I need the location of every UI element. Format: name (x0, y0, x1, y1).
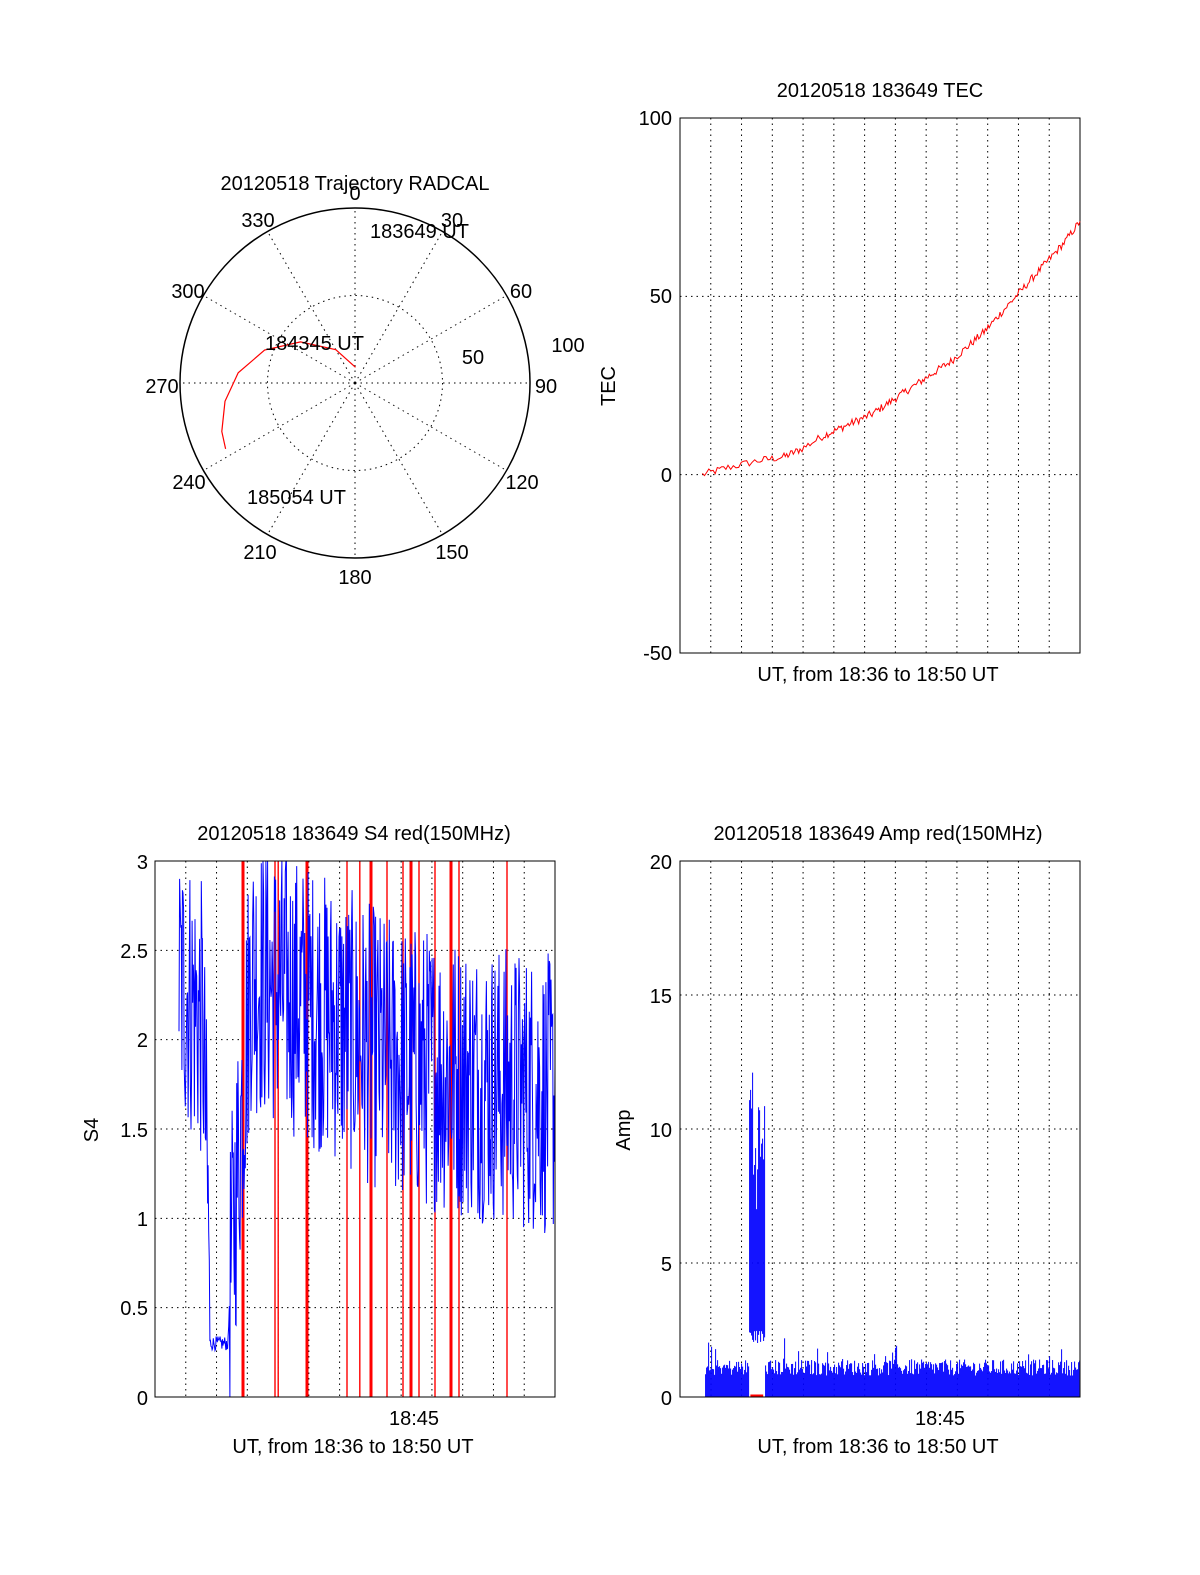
s4-ytick-3: 3 (137, 852, 148, 874)
az-tick-270: 270 (145, 376, 178, 398)
tec-xlabel: UT, from 18:36 to 18:50 UT (757, 664, 998, 686)
tec-axes-frame (679, 117, 1081, 654)
amp-grid (680, 861, 1080, 1397)
amp-ytick-20: 20 (650, 852, 672, 874)
amp-panel: 20120518 183649 Amp red(150MHz) 20 15 10… (613, 823, 1081, 1458)
amp-xtick-1845: 18:45 (915, 1408, 965, 1430)
tec-title: 20120518 183649 TEC (777, 80, 983, 102)
s4-xtick-1845: 18:45 (389, 1408, 439, 1430)
tec-series (702, 221, 1081, 477)
az-tick-210: 210 (243, 542, 276, 564)
polar-spoke-210 (267, 382, 356, 535)
s4-panel: 20120518 183649 S4 red(150MHz) 3 2.5 2 1… (81, 823, 556, 1458)
s4-xlabel: UT, from 18:36 to 18:50 UT (232, 1436, 473, 1458)
amp-ytick-10: 10 (650, 1120, 672, 1142)
tec-grid (680, 118, 1080, 653)
tec-panel: 20120518 183649 TEC 100 50 0 -50 TEC UT,… (598, 80, 1081, 686)
s4-ytick-2.5: 2.5 (120, 941, 148, 963)
polar-spoke-60 (354, 295, 507, 384)
polar-spoke-120 (354, 382, 507, 471)
az-tick-150: 150 (435, 542, 468, 564)
polar-spoke-150 (354, 382, 443, 535)
amp-ytick-5: 5 (661, 1254, 672, 1276)
trajectory-track (221, 341, 356, 450)
az-tick-0: 0 (349, 183, 360, 205)
az-tick-30: 30 (441, 210, 463, 232)
az-tick-330: 330 (241, 210, 274, 232)
amp-ytick-0: 0 (661, 1388, 672, 1410)
tec-ytick-minus50: -50 (643, 643, 672, 665)
s4-ylabel: S4 (81, 1118, 103, 1142)
az-tick-90: 90 (535, 376, 557, 398)
s4-ytick-2: 2 (137, 1030, 148, 1052)
amp-axes-frame (679, 860, 1081, 1398)
az-tick-300: 300 (171, 281, 204, 303)
polar-grid (180, 208, 530, 558)
s4-axes-frame (154, 860, 556, 1398)
tec-ytick-50: 50 (650, 286, 672, 308)
s4-ytick-1: 1 (137, 1209, 148, 1231)
polar-spoke-330 (267, 231, 356, 384)
polar-outer-ring (179, 207, 531, 559)
tec-ytick-100: 100 (639, 108, 672, 130)
tec-ytick-0: 0 (661, 465, 672, 487)
s4-blue-series (178, 860, 556, 1398)
trajectory-panel: 20120518 Trajectory RADCAL 0 30 60 90 12… (145, 173, 584, 589)
trajectory-start-label: 183649 UT (370, 221, 469, 243)
s4-ytick-0.5: 0.5 (120, 1298, 148, 1320)
polar-ring-50 (267, 295, 443, 471)
s4-ytick-0: 0 (137, 1388, 148, 1410)
radius-tick-100: 100 (551, 335, 584, 357)
s4-title: 20120518 183649 S4 red(150MHz) (197, 823, 511, 845)
radius-tick-50: 50 (462, 347, 484, 369)
amp-blue-series (705, 1072, 1081, 1397)
trajectory-end-label: 185054 UT (247, 487, 346, 509)
az-tick-60: 60 (510, 281, 532, 303)
az-tick-120: 120 (505, 472, 538, 494)
s4-ytick-1.5: 1.5 (120, 1120, 148, 1142)
trajectory-title: 20120518 Trajectory RADCAL (220, 173, 489, 195)
tec-ylabel: TEC (598, 366, 620, 406)
az-tick-240: 240 (172, 472, 205, 494)
trajectory-mid-label: 184345 UT (265, 333, 364, 355)
amp-ylabel: Amp (613, 1109, 635, 1150)
az-tick-180: 180 (338, 567, 371, 589)
amp-title: 20120518 183649 Amp red(150MHz) (713, 823, 1042, 845)
amp-ytick-15: 15 (650, 986, 672, 1008)
amp-xlabel: UT, from 18:36 to 18:50 UT (757, 1436, 998, 1458)
polar-spoke-240 (203, 382, 356, 471)
